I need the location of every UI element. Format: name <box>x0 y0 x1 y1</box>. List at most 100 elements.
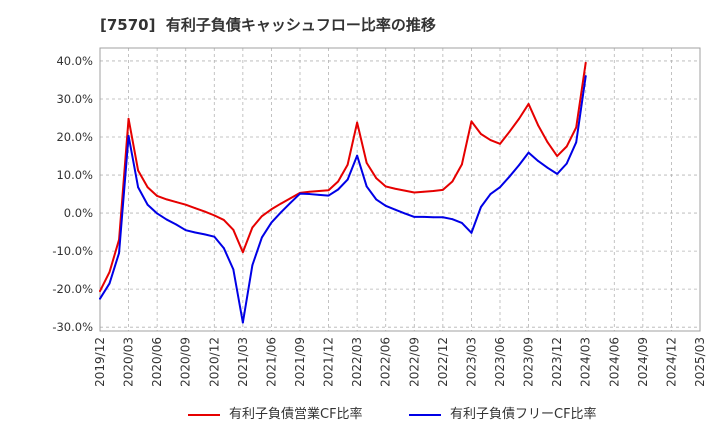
x-tick-label: 2024/12 <box>664 337 678 387</box>
free-cf-ratio-point <box>127 134 130 137</box>
free-cf-ratio-point <box>280 211 282 214</box>
x-tick-label: 2024/03 <box>579 337 593 387</box>
x-tick-label: 2025/03 <box>693 337 707 387</box>
free-cf-ratio-point <box>508 175 511 178</box>
operating-cf-ratio-point <box>518 117 520 120</box>
y-tick-label: 0.0% <box>64 206 93 220</box>
y-tick-label: 30.0% <box>56 92 93 106</box>
free-cf-ratio-point <box>118 252 120 254</box>
operating-cf-ratio-point <box>99 290 101 292</box>
operating-cf-ratio-point <box>470 120 473 123</box>
operating-cf-ratio-point <box>146 186 149 189</box>
free-cf-ratio-point <box>99 297 101 300</box>
operating-cf-ratio-point <box>527 103 530 105</box>
operating-cf-ratio-point <box>184 203 187 206</box>
operating-cf-ratio-line <box>99 61 587 293</box>
free-cf-ratio-point <box>537 160 539 162</box>
legend-label-free-cf-ratio: 有利子負債フリーCF比率 <box>450 407 597 422</box>
operating-cf-ratio-point <box>261 215 263 218</box>
legend-item-operating-cf-ratio: 有利子負債営業CF比率 <box>188 406 363 424</box>
operating-cf-ratio-point <box>365 161 368 164</box>
operating-cf-ratio-point <box>337 180 339 183</box>
free-cf-ratio-point <box>470 231 473 234</box>
operating-cf-ratio-point <box>137 169 140 172</box>
free-cf-ratio-point <box>413 215 416 218</box>
free-cf-ratio-point <box>232 268 235 271</box>
free-cf-ratio-point <box>556 173 559 175</box>
operating-cf-ratio-point <box>213 214 216 217</box>
free-cf-ratio-point <box>451 218 454 221</box>
free-cf-ratio-point <box>299 192 301 195</box>
free-cf-ratio-point <box>441 216 444 219</box>
y-tick-label: 10.0% <box>56 168 93 182</box>
free-cf-ratio-point <box>261 236 263 239</box>
free-cf-ratio-point <box>318 193 320 196</box>
free-cf-ratio-point <box>184 229 187 232</box>
free-cf-ratio-line-group <box>99 75 587 324</box>
operating-cf-ratio-point <box>203 210 206 213</box>
operating-cf-ratio-point <box>165 198 168 201</box>
legend-swatch-free-cf-ratio <box>409 414 441 416</box>
operating-cf-ratio-point <box>451 180 454 183</box>
operating-cf-ratio-point <box>575 126 578 129</box>
x-tick-label: 2022/09 <box>407 337 421 387</box>
operating-cf-ratio-point <box>480 133 482 135</box>
free-cf-ratio-point <box>327 194 330 197</box>
series-layer <box>99 61 587 324</box>
free-cf-ratio-point <box>346 178 349 181</box>
operating-cf-ratio-point <box>546 141 549 144</box>
operating-cf-ratio-point <box>327 189 330 192</box>
x-axis: 2019/12 2020/03 2020/06 2020/09 2020/12 2021/… <box>93 337 707 387</box>
operating-cf-ratio-point <box>356 121 359 124</box>
x-tick-label: 2021/12 <box>322 337 336 387</box>
x-tick-label: 2020/09 <box>179 337 193 387</box>
y-tick-label: -30.0% <box>52 320 93 334</box>
free-cf-ratio-point <box>365 185 368 188</box>
x-tick-label: 2021/09 <box>293 337 307 387</box>
y-tick-label: 20.0% <box>56 130 93 144</box>
operating-cf-ratio-point <box>441 188 444 191</box>
operating-cf-ratio-point <box>127 117 130 120</box>
free-cf-ratio-point <box>403 212 406 215</box>
free-cf-ratio-line <box>99 75 587 324</box>
free-cf-ratio-point <box>203 233 206 236</box>
chart-title: [7570] 有利子負債キャッシュフロー比率の推移 <box>100 16 436 34</box>
x-tick-label: 2019/12 <box>93 337 107 387</box>
operating-cf-ratio-point <box>318 190 320 192</box>
free-cf-ratio-point <box>422 215 425 218</box>
y-tick-label: -10.0% <box>52 244 93 258</box>
y-tick-label: 40.0% <box>56 54 93 68</box>
operating-cf-ratio-point <box>537 124 539 127</box>
free-cf-ratio-point <box>289 201 292 204</box>
free-cf-ratio-point <box>175 223 178 226</box>
operating-cf-ratio-point <box>175 201 178 203</box>
operating-cf-ratio-point <box>289 197 292 200</box>
operating-cf-ratio-point <box>251 226 254 229</box>
x-tick-label: 2021/03 <box>236 337 250 387</box>
free-cf-ratio-point <box>146 203 149 206</box>
x-tick-label: 2023/09 <box>522 337 536 387</box>
free-cf-ratio-point <box>432 216 435 219</box>
operating-cf-ratio-point <box>432 190 435 192</box>
legend-swatch-operating-cf-ratio <box>188 414 220 416</box>
free-cf-ratio-point <box>156 212 159 215</box>
operating-cf-ratio-point <box>308 190 311 193</box>
free-cf-ratio-point <box>375 198 378 201</box>
free-cf-ratio-point <box>384 204 387 207</box>
operating-cf-ratio-point <box>375 177 378 179</box>
operating-cf-ratio-point <box>232 228 235 231</box>
operating-cf-ratio-point <box>194 207 197 210</box>
free-cf-ratio-point <box>213 235 216 238</box>
free-cf-ratio-point <box>337 188 339 191</box>
operating-cf-ratio-point <box>280 202 282 205</box>
free-cf-ratio-point <box>108 282 111 285</box>
free-cf-ratio-point <box>527 151 530 154</box>
operating-cf-ratio-point <box>489 139 492 141</box>
free-cf-ratio-point <box>461 222 463 224</box>
free-cf-ratio-point <box>270 221 273 224</box>
free-cf-ratio-point <box>565 162 568 165</box>
free-cf-ratio-point <box>546 166 549 169</box>
free-cf-ratio-point <box>518 164 520 167</box>
x-tick-label: 2024/09 <box>636 337 650 387</box>
free-cf-ratio-point <box>241 321 244 324</box>
